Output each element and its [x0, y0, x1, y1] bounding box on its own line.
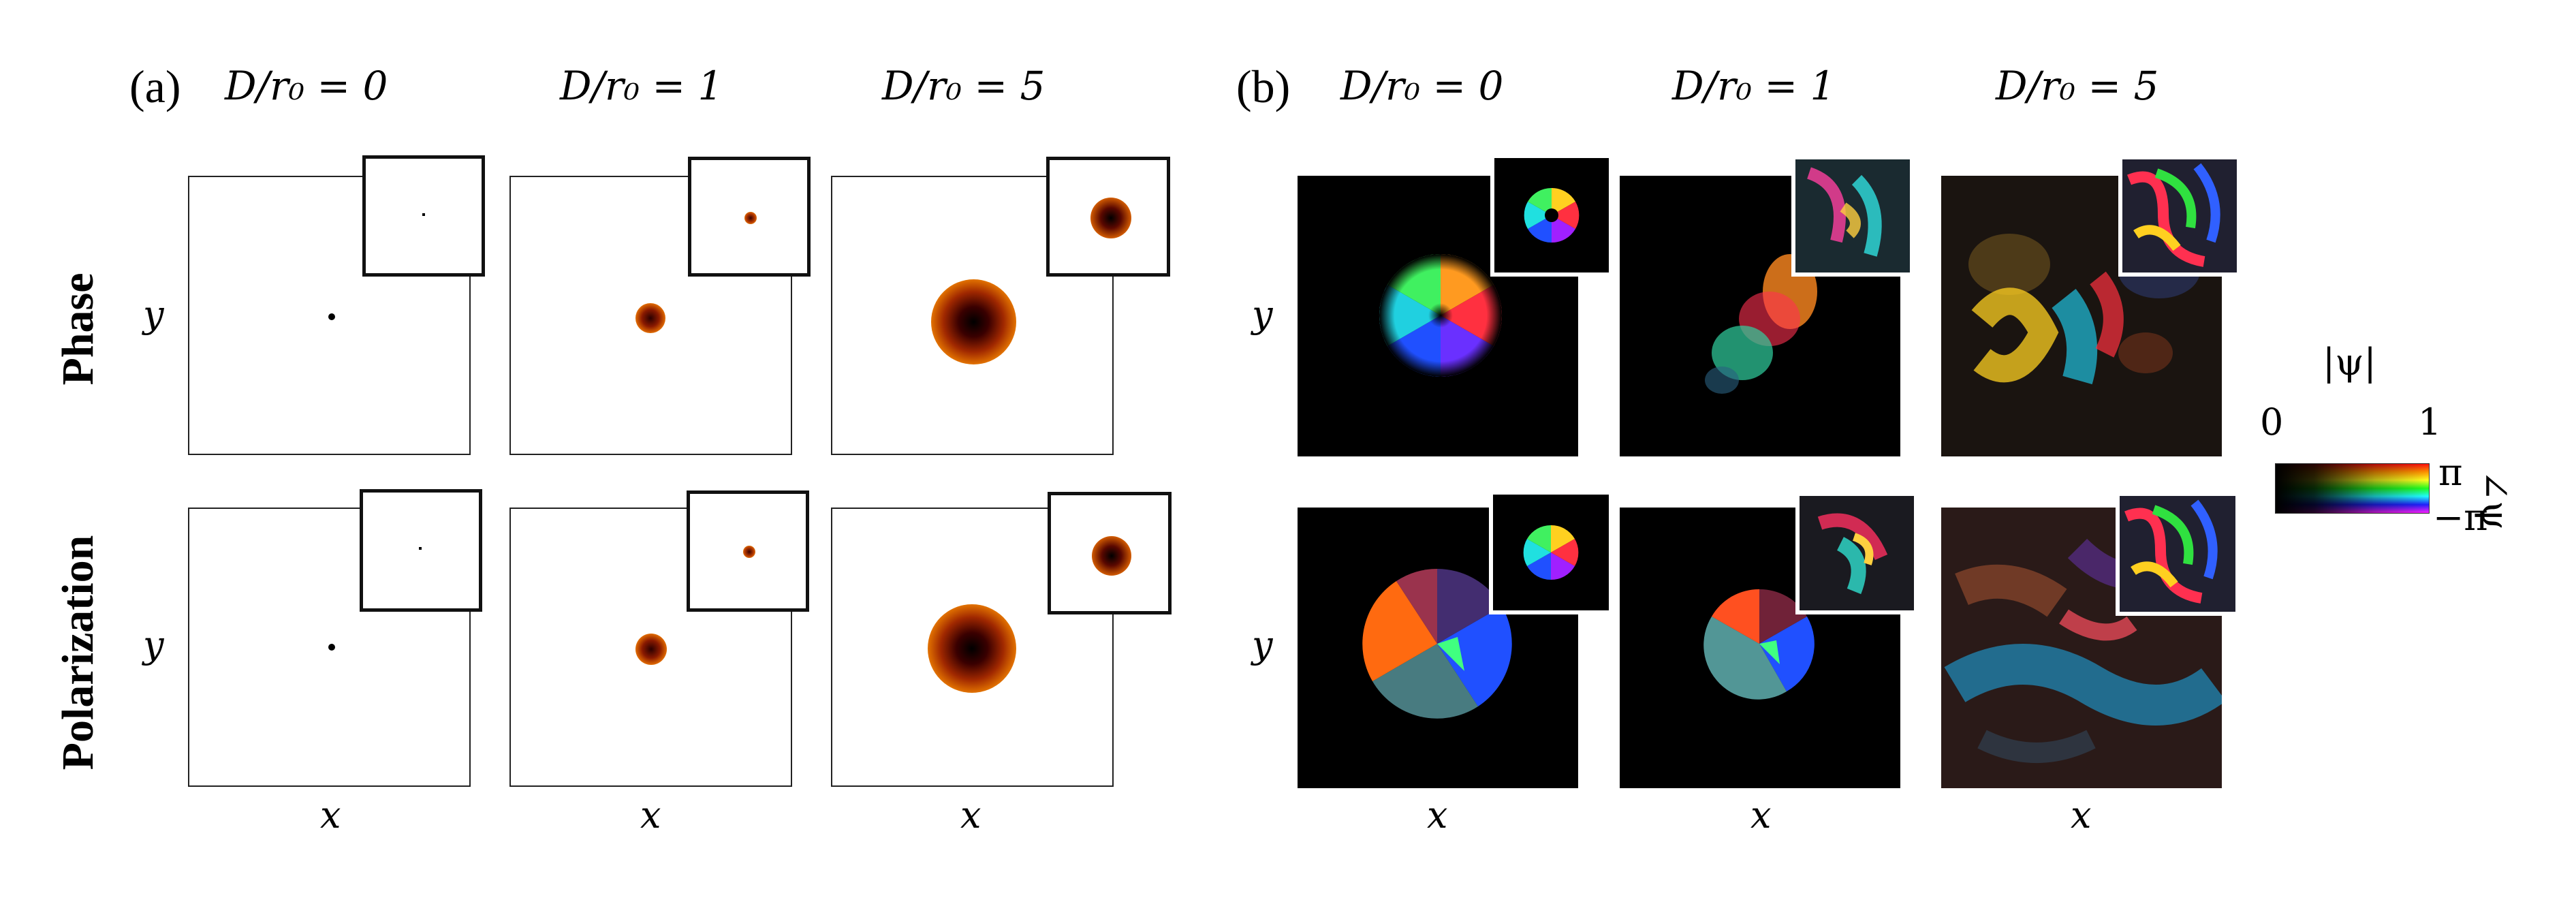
panel-a-col-title-3: D/r₀ = 5: [882, 63, 1046, 109]
spot-d0: [328, 313, 335, 320]
pol-spot-d0: [328, 644, 335, 651]
field-phase-inset-d1: [1791, 155, 1914, 277]
phase-plot-d5: [831, 176, 1114, 455]
panel-a-ylabel-row2: y: [143, 623, 164, 666]
panel-a-xlabel-col1: x: [320, 794, 341, 837]
pol-inset-spot-d5: [1092, 536, 1131, 576]
polarization-inset-d0: [360, 489, 482, 612]
panel-b-col-title-1: D/r₀ = 0: [1340, 63, 1504, 109]
polarization-inset-d5: [1048, 492, 1172, 614]
colorbar-magnitude-max: 1: [2418, 401, 2442, 443]
pol-inset-spot-d0: [419, 547, 422, 550]
pol-spot-d1: [635, 634, 667, 665]
field-polarization-inset-d0: [1489, 490, 1613, 614]
spot-d5: [931, 279, 1016, 364]
colorbar-magnitude-label: |ψ|: [2323, 341, 2376, 384]
panel-a-label: (a): [129, 61, 181, 112]
inset-spot-d1: [744, 212, 757, 224]
field-phase-inset-d5: [2118, 155, 2241, 277]
polarization-inset-d1: [687, 490, 809, 612]
colorbar: [2275, 463, 2430, 514]
panel-b-label: (b): [1236, 61, 1291, 112]
phase-inset-d5: [1046, 157, 1170, 277]
row-title-phase: Phase: [53, 272, 103, 386]
phase-inset-d1: [688, 157, 811, 277]
panel-a-col-title-1: D/r₀ = 0: [225, 63, 388, 109]
pol-spot-d5: [928, 604, 1016, 693]
panel-a-col-title-2: D/r₀ = 1: [560, 63, 723, 109]
row-title-polarization: Polarization: [53, 535, 103, 770]
field-polarization-d5: [1941, 508, 2222, 788]
panel-a-xlabel-col2: x: [640, 794, 661, 837]
field-polarization-inset-d1: [1795, 492, 1918, 614]
field-phase-inset-d0: [1490, 154, 1613, 277]
field-polarization-d1: [1620, 508, 1900, 788]
spot-d1: [635, 303, 665, 333]
panel-b-xlabel-col1: x: [1427, 794, 1448, 837]
inset-spot-d5: [1090, 198, 1131, 238]
inset-spot-d0: [422, 213, 425, 216]
colorbar-phase-min: −π: [2433, 496, 2488, 539]
panel-a-ylabel-row1: y: [143, 293, 164, 336]
panel-a-xlabel-col3: x: [960, 794, 981, 837]
panel-b-col-title-2: D/r₀ = 1: [1672, 63, 1836, 109]
colorbar-magnitude-min: 0: [2260, 401, 2284, 443]
phase-inset-d0: [362, 155, 485, 277]
panel-b-col-title-3: D/r₀ = 5: [1996, 63, 2159, 109]
panel-b-xlabel-col2: x: [1750, 794, 1772, 837]
field-polarization-inset-d5: [2116, 492, 2240, 616]
colorbar-phase-label: ∠ψ: [2474, 470, 2517, 530]
colorbar-phase-max: π: [2438, 451, 2463, 494]
panel-b-ylabel-row1: y: [1252, 293, 1273, 336]
panel-b-xlabel-col3: x: [2071, 794, 2092, 837]
pol-inset-spot-d1: [743, 546, 755, 558]
panel-b-ylabel-row2: y: [1252, 623, 1273, 666]
